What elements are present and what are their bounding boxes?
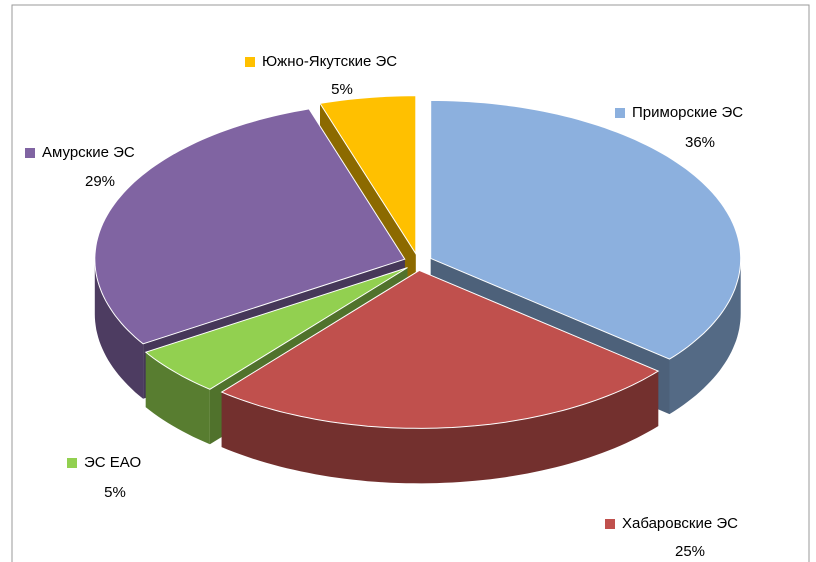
value-label: 29% — [85, 173, 115, 190]
slice-wall — [669, 258, 741, 415]
category-label: ЭС ЕАО — [84, 454, 141, 471]
slice — [430, 99, 742, 360]
category-label: Хабаровские ЭС — [622, 515, 738, 532]
legend-swatch — [615, 108, 625, 118]
slice — [94, 108, 406, 345]
value-label: 5% — [104, 484, 126, 501]
value-label: 5% — [331, 81, 353, 98]
value-label: 25% — [675, 543, 705, 560]
legend-swatch — [245, 57, 255, 67]
category-label: Амурские ЭС — [42, 144, 135, 161]
category-label: Южно-Якутские ЭС — [262, 53, 397, 70]
category-label: Приморские ЭС — [632, 104, 743, 121]
slice-wall — [145, 352, 210, 445]
slice-wall — [94, 259, 144, 399]
legend-swatch — [605, 519, 615, 529]
legend-swatch — [67, 458, 77, 468]
value-label: 36% — [685, 134, 715, 151]
slice-wall — [221, 371, 659, 484]
legend-swatch — [25, 148, 35, 158]
slice — [319, 95, 417, 256]
slice — [220, 269, 660, 429]
slice — [144, 267, 408, 390]
